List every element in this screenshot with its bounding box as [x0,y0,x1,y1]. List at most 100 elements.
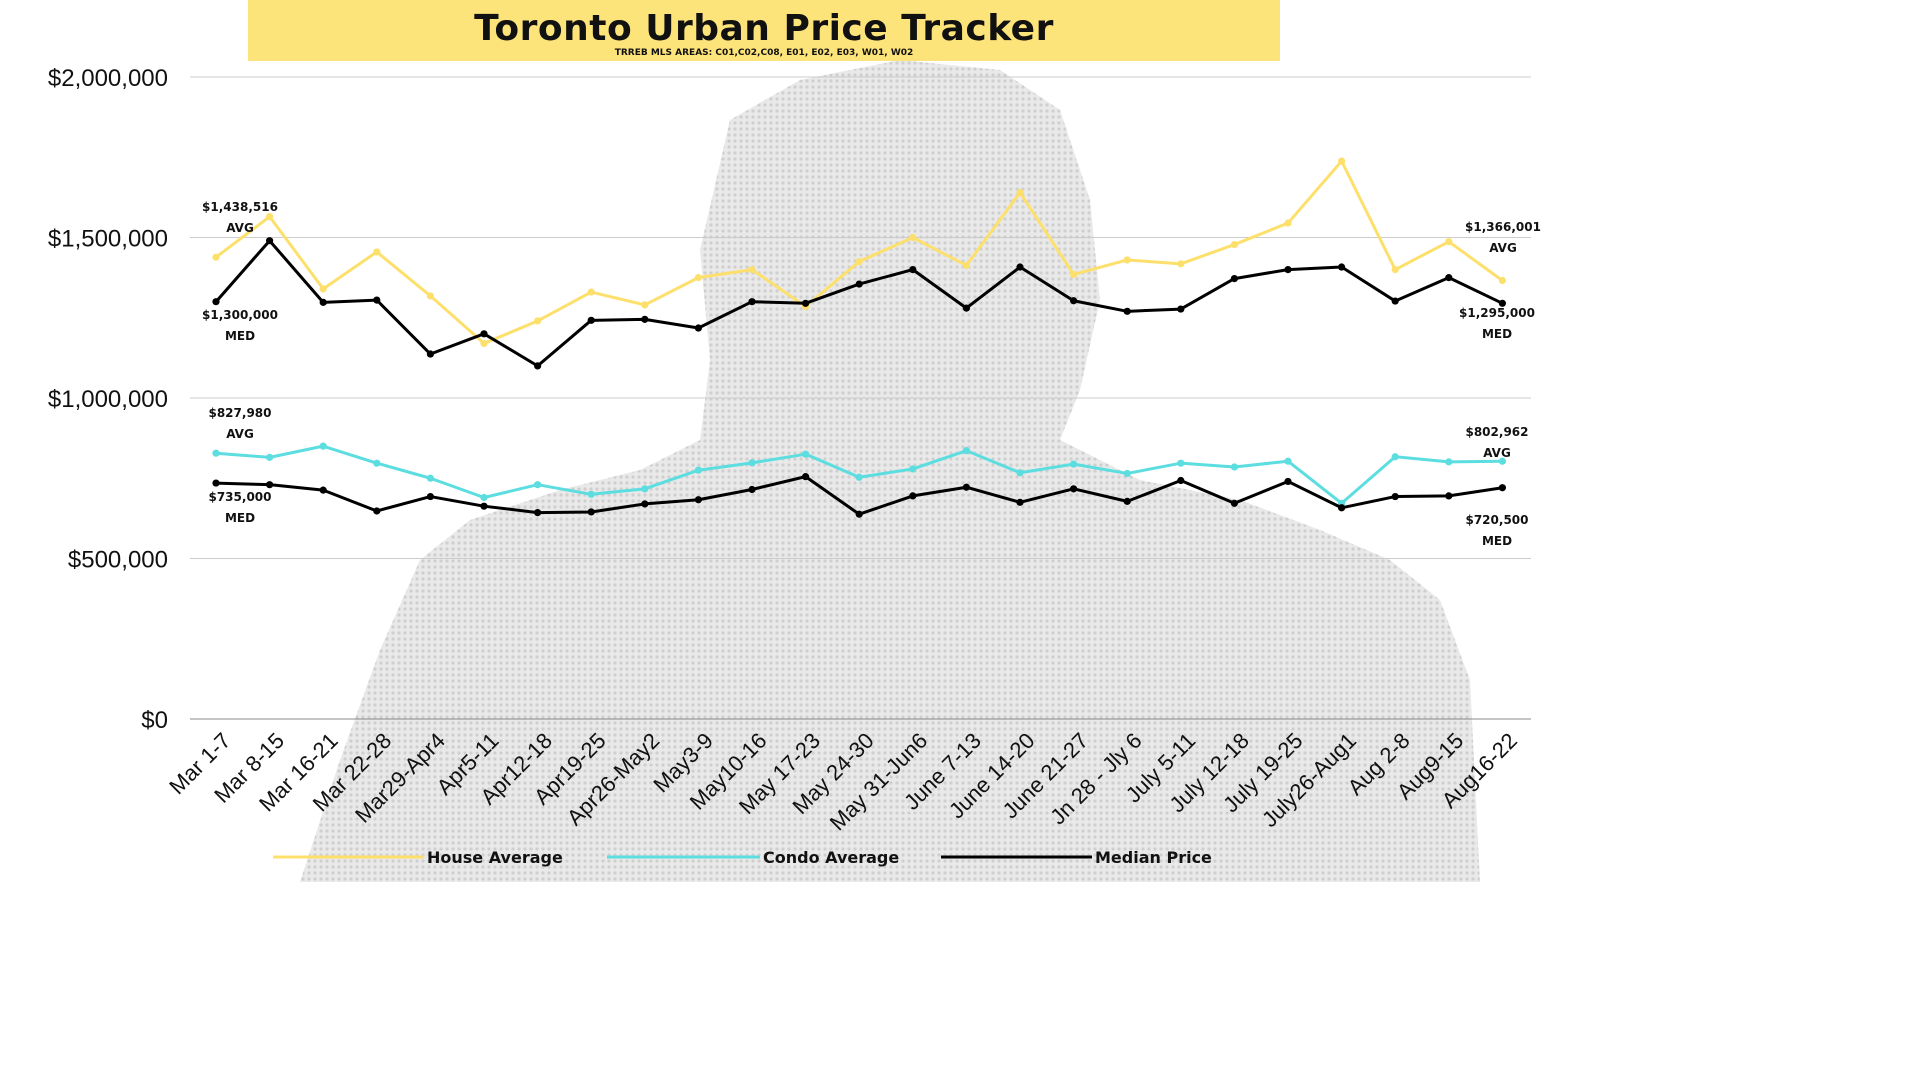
price-tracker-chart: $0 $500,000 $1,000,000 $1,500,000 $2,000,000… [48,60,1541,882]
data-point [1391,297,1399,305]
data-point [587,490,595,498]
data-point [480,493,488,502]
annotation-tag: MED [1482,534,1512,548]
data-point [1445,238,1453,246]
data-point [480,330,488,338]
annotation-tag: MED [225,329,255,343]
annotation-tag: AVG [1489,241,1517,255]
data-point [319,298,327,306]
data-point [1230,274,1238,283]
data-point [534,508,542,517]
data-point [534,317,542,325]
data-point [1391,492,1399,501]
data-point [1016,263,1024,271]
data-point [426,492,434,501]
data-point [266,453,274,461]
data-point [748,298,756,306]
legend-item: Median Price [941,848,1212,867]
data-point [480,339,488,348]
data-point [587,316,595,324]
data-point [1338,157,1346,165]
y-tick-label: $0 [141,707,168,734]
data-point [319,285,327,293]
data-point [480,502,488,510]
annotation-tag: AVG [226,221,254,235]
data-point [1070,270,1078,279]
y-tick-label: $2,000,000 [48,65,168,92]
title-banner [248,0,1280,61]
data-point [641,315,649,323]
data-point [641,301,649,309]
data-point [1284,457,1292,465]
data-point [802,450,810,458]
data-point [802,473,810,481]
annotation-value: $1,366,001 [1465,220,1541,234]
data-point [1498,484,1506,492]
data-point [694,274,703,282]
data-point [962,483,971,491]
data-point [319,486,327,494]
data-point [1070,460,1078,468]
annotation-value: $827,980 [208,406,271,420]
annotation-value: $1,438,516 [202,200,278,214]
data-point [748,485,756,494]
data-point [1445,458,1453,466]
data-point [748,266,756,274]
data-point [1123,469,1131,478]
data-point [373,507,381,515]
y-tick-label: $500,000 [68,547,168,574]
data-point [802,299,810,307]
legend-item: Condo Average [607,848,899,867]
data-point [373,248,381,256]
data-point [1016,188,1024,197]
annotation-tag: AVG [226,427,254,441]
data-point [1445,492,1453,500]
data-point [319,442,327,450]
data-point [1070,485,1078,493]
data-point [534,481,542,489]
data-point [1338,263,1346,271]
data-point [1498,299,1506,307]
data-point [694,466,703,474]
data-point [1338,504,1346,512]
data-point [1177,459,1185,467]
data-point [1070,297,1078,305]
data-point [426,292,434,300]
data-point [641,485,649,493]
data-point [587,288,595,296]
data-point [266,481,274,489]
data-point [587,508,595,516]
data-point [1498,457,1506,465]
legend-label: Condo Average [763,848,899,867]
data-point [855,510,863,518]
data-point [962,261,971,270]
data-point [855,257,863,266]
y-tick-label: $1,500,000 [48,226,168,253]
annotation-value: $1,300,000 [202,308,278,322]
data-point [694,324,703,332]
data-point [1123,497,1131,505]
data-point [534,362,542,370]
data-point [212,449,220,457]
data-point [1016,498,1024,506]
data-point [909,266,917,274]
data-point [1391,266,1399,274]
data-point [855,280,863,288]
annotation-value: $720,500 [1465,513,1528,527]
annotation-value: $802,962 [1465,425,1528,439]
data-point [1123,256,1131,264]
legend-label: House Average [427,848,563,867]
data-point [855,473,863,481]
data-point [1177,476,1185,485]
data-point [909,465,917,473]
data-point [1177,260,1185,268]
data-point [1391,453,1399,461]
annotation-value: $1,295,000 [1459,306,1535,320]
data-point [266,237,274,245]
annotation-value: $735,000 [208,490,271,504]
data-point [962,447,971,455]
data-point [1016,469,1024,477]
data-point [694,496,703,504]
data-point [212,479,220,487]
series-house-average [212,157,1506,348]
